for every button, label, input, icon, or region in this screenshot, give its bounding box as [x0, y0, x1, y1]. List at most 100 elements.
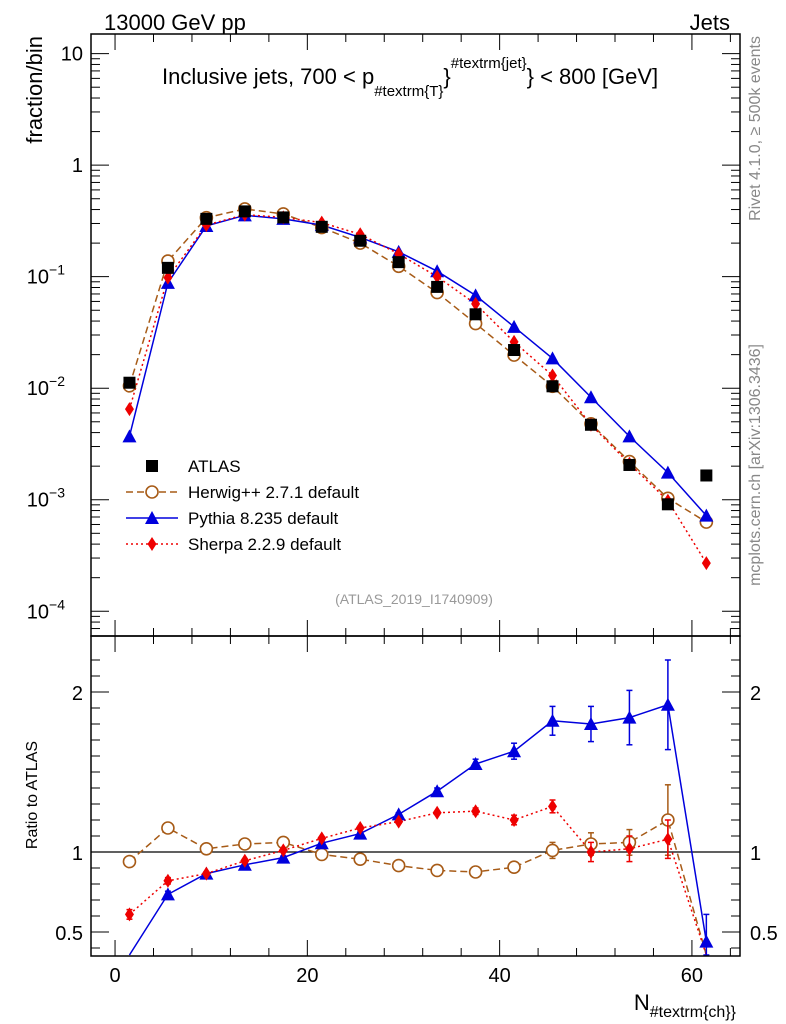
atlas-point [123, 376, 136, 389]
atlas-point [546, 380, 559, 393]
ytick-label: 10−4 [27, 596, 65, 623]
ytick-label-exponent: −4 [49, 596, 65, 612]
pythia-point [122, 429, 137, 443]
ratio-axis-ticks: 0.5 0.51 12 20 20 40 60 [55, 636, 778, 987]
atlas-point [354, 234, 367, 247]
ratio-point-pythia [468, 757, 483, 770]
main-title-tail: } < 800 [GeV] [527, 64, 658, 89]
pythia-point [468, 288, 483, 302]
ratio-point-pythia [622, 710, 637, 724]
ratio-ytick-label: 2 [72, 683, 83, 705]
ytick-label-exponent: −2 [49, 373, 65, 389]
atlas-point [392, 256, 405, 269]
pythia-point [699, 508, 714, 522]
sherpa-point [432, 269, 442, 284]
ratio-ytick-label-right: 1 [750, 843, 761, 865]
ytick-label: 10−1 [27, 262, 65, 289]
ratio-point-sherpa [201, 866, 211, 881]
ratio-point-herwig [161, 821, 175, 835]
ratio-point-pythia [699, 934, 714, 948]
main-title-brace: } [443, 64, 450, 89]
ratio-ytick-label-right: 2 [750, 683, 761, 705]
pythia-point [545, 351, 560, 365]
ratio-point-sherpa [278, 843, 288, 858]
atlas-point [661, 498, 674, 511]
ratio-panel: 0.5 0.51 12 20 20 40 60 Ratio to ATLAS N#textr… [24, 635, 778, 1021]
ratio-point-sherpa [471, 804, 481, 819]
pythia-point [507, 319, 522, 333]
main-title-head: Inclusive jets, 700 < p [162, 64, 374, 89]
xtick-label: 40 [489, 965, 511, 987]
legend-label-atlas: ATLAS [188, 457, 241, 476]
atlas-point [161, 261, 174, 274]
ratio-point-sherpa [163, 873, 173, 888]
ytick-label: 10 [61, 44, 83, 66]
ratio-point-sherpa [317, 831, 327, 846]
atlas-point [700, 469, 713, 482]
legend-label-herwig: Herwig++ 2.7.1 default [188, 483, 359, 502]
ytick-label: 1 [72, 155, 83, 177]
ratio-point-sherpa [240, 853, 250, 868]
ytick-label: 10−3 [27, 485, 65, 512]
ratio-point-sherpa [355, 821, 365, 835]
ratio-point-sherpa [586, 845, 596, 859]
xtick-label: 60 [681, 965, 703, 987]
ratio-point-pythia [507, 744, 522, 758]
ratio-ytick-label: 1 [72, 843, 83, 865]
ratio-point-herwig [468, 865, 483, 879]
sherpa-point [701, 556, 711, 571]
ratio-point-pythia [391, 807, 406, 821]
legend-marker-sherpa [147, 537, 157, 551]
ratio-point-sherpa [124, 907, 134, 922]
atlas-point [431, 280, 444, 293]
atlas-point [200, 212, 213, 225]
ratio-point-pythia [430, 784, 445, 798]
atlas-point [584, 418, 597, 431]
ratio-frame [90, 635, 741, 957]
ratio-line-herwig [128, 818, 708, 956]
pythia-point [583, 390, 598, 404]
ratio-point-sherpa [509, 813, 519, 827]
ytick-label-base: 10 [27, 490, 49, 512]
sherpa-point [548, 368, 558, 383]
ratio-line-sherpa [128, 805, 708, 956]
ratio-xlabel-main: N [634, 990, 650, 1015]
ratio-point-herwig [122, 854, 137, 869]
main-title-text: Inclusive jets, 700 < p#textrm{T}}#textr… [162, 55, 658, 100]
main-series [122, 202, 714, 571]
ratio-ytick-label: 0.5 [55, 923, 83, 945]
series-line-sherpa [128, 213, 707, 564]
atlas-point [469, 308, 482, 321]
pythia-point [622, 429, 637, 443]
ytick-label: 10−2 [27, 373, 65, 400]
atlas-point [238, 205, 251, 218]
ytick-label-exponent: −1 [49, 262, 65, 278]
ratio-xlabel-sub: #textrm{ch}} [650, 1004, 737, 1021]
ratio-series [122, 659, 714, 956]
atlas-point [623, 458, 636, 471]
ratio-point-pythia [160, 887, 175, 901]
ytick-label-base: 10 [27, 378, 49, 400]
ratio-point-herwig [545, 843, 560, 858]
legend-label-pythia: Pythia 8.235 default [188, 509, 339, 528]
legend-marker-atlas [146, 460, 158, 472]
legend-label-sherpa: Sherpa 2.2.9 default [188, 535, 341, 554]
ytick-label-base: 10 [27, 601, 49, 623]
ratio-point-herwig [314, 847, 329, 862]
ratio-xlabel: N#textrm{ch}} [634, 990, 737, 1021]
ratio-point-pythia [545, 713, 560, 727]
ratio-point-sherpa [394, 814, 404, 829]
ratio-point-sherpa [548, 799, 558, 814]
ratio-point-sherpa [624, 841, 634, 856]
ratio-point-pythia [583, 717, 598, 730]
atlas-point [315, 220, 328, 233]
ratio-ytick-label-right: 0.5 [750, 923, 778, 945]
main-title-sup: #textrm{jet} [451, 55, 527, 72]
main-title: Inclusive jets, 700 < p#textrm{T}}#textr… [162, 55, 658, 100]
ratio-point-herwig [238, 837, 252, 851]
xtick-label: 20 [296, 965, 318, 987]
sherpa-point [124, 402, 134, 417]
ytick-label-exponent: −3 [49, 485, 65, 501]
